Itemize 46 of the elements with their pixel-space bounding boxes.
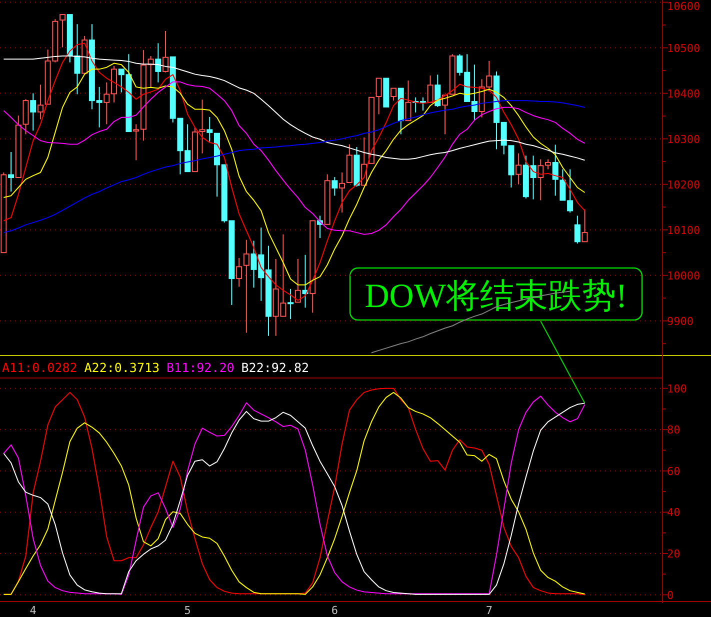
y-tick-label: 10600 (667, 0, 700, 13)
y-tick-label: 60 (667, 464, 680, 478)
candlestick (60, 14, 66, 48)
candlestick (405, 80, 412, 122)
annotation: DOW将结束跌势! (364, 278, 628, 315)
text: B22:92.82 (241, 360, 309, 375)
x-tick-label: 5 (184, 604, 191, 617)
candlestick (332, 176, 338, 196)
candlestick (574, 215, 580, 244)
text: A22:0.3713 (84, 360, 160, 375)
candlestick (74, 24, 80, 95)
candlestick (37, 84, 44, 120)
candlestick (582, 208, 588, 242)
x-tick-label: 4 (30, 604, 37, 617)
y-tick-label: 10000 (667, 269, 700, 282)
y-tick-label: 10500 (667, 42, 700, 55)
candlestick (162, 30, 168, 73)
candlestick (243, 239, 250, 334)
x-tick-label: 7 (486, 604, 492, 617)
y-tick-label: 20 (667, 548, 680, 561)
candlestick (288, 288, 294, 320)
y-tick-label: 10100 (667, 224, 700, 237)
y-tick-label: 0 (667, 588, 674, 602)
y-tick-label: 40 (667, 506, 680, 520)
text: B11:92.20 (166, 360, 234, 375)
candlestick (339, 172, 346, 214)
candlestick (376, 78, 382, 115)
candlestick (390, 88, 397, 102)
y-tick-label: 10400 (667, 87, 700, 100)
y-tick-label: 100 (667, 382, 687, 396)
candlestick (30, 92, 36, 132)
y-tick-label: 10300 (667, 132, 700, 146)
candlestick (236, 258, 242, 288)
candlestick (516, 152, 522, 185)
x-tick-label: 6 (331, 604, 338, 617)
series-label: A11:0.0282 (2, 360, 78, 375)
candlestick (155, 42, 162, 83)
candlestick (427, 75, 434, 103)
y-tick-label: 80 (667, 424, 680, 437)
candlestick (199, 99, 206, 154)
y-tick-label: 10200 (667, 178, 700, 192)
candlestick (206, 116, 213, 142)
candlestick (434, 74, 441, 108)
line-series (3, 55, 586, 161)
candlestick (8, 152, 14, 192)
y-tick-label: 9900 (667, 314, 694, 328)
